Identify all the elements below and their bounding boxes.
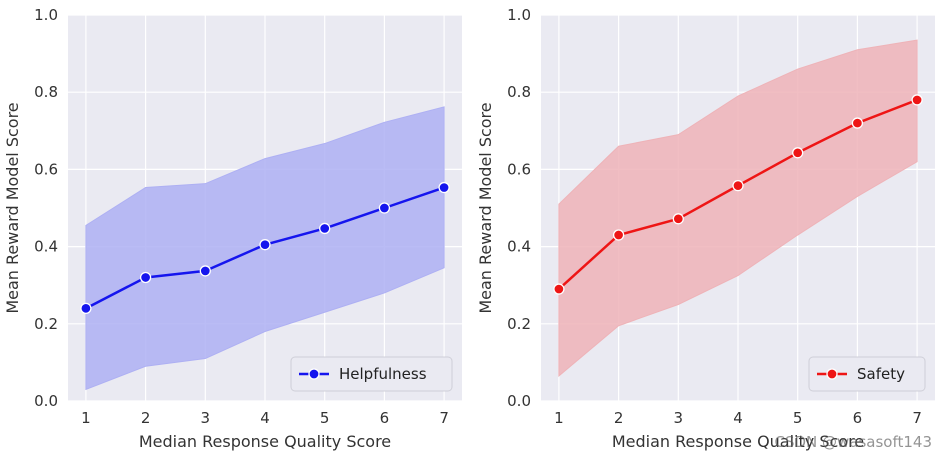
x-tick-label: 7 (912, 409, 922, 427)
x-tick-label: 7 (439, 409, 449, 427)
x-tick-label: 5 (320, 409, 330, 427)
y-tick-label: 0.4 (34, 238, 58, 256)
chart-panel-2: 1 2 3 4 5 6 7 0.0 0.2 0.4 0.6 0.8 1.0 Median Response… (476, 6, 935, 451)
chart-panel-1: 1 2 3 4 5 6 7 0.0 0.2 0.4 0.6 0.8 1.0 Median Response… (3, 6, 462, 451)
x-axis-label: Median Response Quality Score (139, 432, 391, 451)
x-axis-label: Median Response Quality Score (612, 432, 864, 451)
y-tick-label: 0.4 (507, 238, 531, 256)
y-tick-label: 0.0 (507, 392, 531, 410)
legend-label: Helpfulness (339, 365, 427, 383)
x-tick-label: 2 (141, 409, 151, 427)
legend: Safety (808, 356, 926, 392)
x-tick-label: 1 (81, 409, 91, 427)
legend: Helpfulness (290, 356, 453, 392)
legend-marker (308, 368, 320, 380)
data-point (259, 239, 271, 251)
x-tick-label: 5 (793, 409, 803, 427)
x-tick-label: 4 (260, 409, 270, 427)
y-tick-label: 1.0 (34, 6, 58, 24)
watermark: CSDN @wasasoft143 (774, 433, 932, 451)
y-axis-label: Mean Reward Model Score (476, 102, 495, 313)
data-point (553, 283, 565, 295)
x-tick-label: 2 (614, 409, 624, 427)
y-tick-label: 0.8 (34, 83, 58, 101)
data-point (80, 302, 92, 315)
data-point (612, 229, 625, 241)
y-tick-label: 0.2 (34, 315, 58, 333)
x-tick-label: 6 (853, 409, 863, 427)
y-tick-label: 0.8 (507, 83, 531, 101)
legend-marker (826, 368, 838, 380)
y-tick-label: 0.6 (34, 160, 58, 178)
confidence-band (558, 39, 918, 377)
x-tick-label: 4 (733, 409, 743, 427)
x-tick-label: 1 (554, 409, 564, 427)
data-point (319, 222, 331, 235)
data-point (732, 179, 744, 192)
x-tick-label: 6 (380, 409, 390, 427)
data-point (139, 271, 152, 284)
legend-box (290, 356, 453, 392)
y-tick-label: 1.0 (507, 6, 531, 24)
data-point (792, 147, 804, 159)
y-axis-label: Mean Reward Model Score (3, 102, 22, 313)
data-point (672, 213, 684, 225)
legend-label: Safety (857, 365, 905, 383)
y-tick-label: 0.2 (507, 315, 531, 333)
data-point (911, 94, 923, 106)
data-point (851, 117, 864, 129)
data-point (199, 265, 211, 277)
y-tick-label: 0.0 (34, 392, 58, 410)
data-point (438, 181, 450, 194)
data-point (378, 202, 391, 214)
legend-box (808, 356, 926, 392)
x-tick-label: 3 (201, 409, 211, 427)
x-tick-label: 3 (674, 409, 684, 427)
y-tick-label: 0.6 (507, 160, 531, 178)
